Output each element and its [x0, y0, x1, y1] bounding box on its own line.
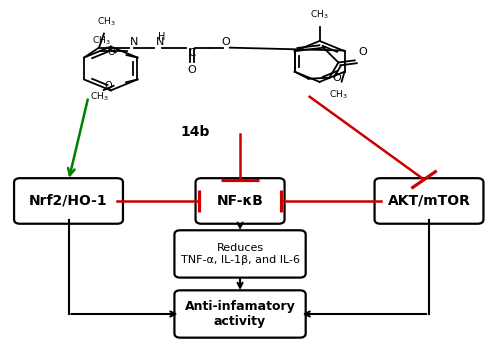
Text: CH$_3$: CH$_3$ [310, 9, 329, 21]
Text: O: O [108, 47, 115, 57]
Text: CH$_3$: CH$_3$ [330, 89, 348, 101]
Text: C: C [188, 48, 196, 58]
Text: CH$_3$: CH$_3$ [90, 90, 108, 103]
Text: Anti-infamatory
activity: Anti-infamatory activity [184, 300, 296, 328]
Text: 14b: 14b [180, 125, 210, 139]
FancyBboxPatch shape [374, 178, 484, 224]
Text: H: H [158, 32, 166, 42]
Text: CH$_3$: CH$_3$ [92, 35, 111, 47]
FancyBboxPatch shape [174, 290, 306, 337]
FancyBboxPatch shape [196, 178, 284, 224]
Text: O: O [188, 65, 196, 75]
FancyBboxPatch shape [14, 178, 123, 224]
Text: CH$_3$: CH$_3$ [97, 15, 116, 28]
Text: N: N [130, 37, 138, 47]
Text: O: O [222, 37, 230, 47]
Text: O: O [332, 73, 341, 83]
Text: O: O [105, 81, 112, 91]
Text: AKT/mTOR: AKT/mTOR [388, 194, 470, 208]
Text: N: N [156, 37, 164, 47]
Text: Nrf2/HO-1: Nrf2/HO-1 [29, 194, 108, 208]
FancyBboxPatch shape [174, 230, 306, 278]
Text: NF-κB: NF-κB [216, 194, 264, 208]
Text: Reduces
TNF-α, IL-1β, and IL-6: Reduces TNF-α, IL-1β, and IL-6 [180, 243, 300, 265]
Text: O: O [359, 47, 368, 57]
